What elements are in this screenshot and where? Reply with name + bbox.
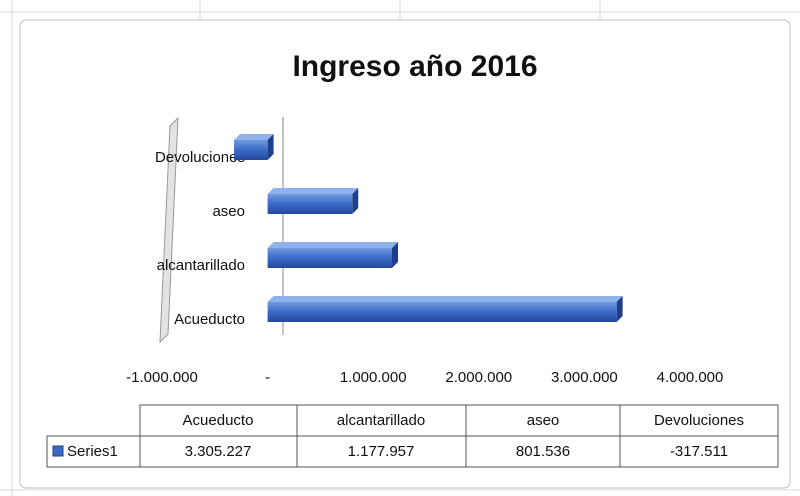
bar-end	[616, 296, 623, 322]
table-value: 3.305.227	[185, 443, 252, 460]
x-tick-label: 4.000.000	[657, 369, 724, 386]
table-header: Acueducto	[183, 412, 254, 429]
table-header: Devoluciones	[654, 412, 744, 429]
data-table	[46, 404, 779, 468]
bar	[267, 302, 617, 322]
table-value: -317.511	[670, 443, 728, 460]
chart-title: Ingreso año 2016	[292, 50, 537, 83]
table-value: 801.536	[516, 443, 570, 460]
legend-label: Series1	[67, 443, 118, 460]
x-tick-label: -	[265, 369, 270, 386]
bar-top	[267, 242, 398, 248]
y-tick-label: Devoluciones	[155, 149, 245, 166]
bar	[267, 248, 392, 268]
x-tick-label: 2.000.000	[445, 369, 512, 386]
legend-key	[52, 445, 64, 457]
x-tick-label: 3.000.000	[551, 369, 618, 386]
y-tick-label: aseo	[212, 203, 245, 220]
table-header: alcantarillado	[337, 412, 425, 429]
bar-top	[267, 296, 623, 302]
bar-end	[391, 242, 398, 268]
y-tick-label: alcantarillado	[157, 257, 245, 274]
table-header: aseo	[527, 412, 560, 429]
axis-wall	[159, 116, 179, 344]
bar-end	[352, 188, 359, 214]
bar-top	[234, 134, 274, 140]
table-value: 1.177.957	[348, 443, 415, 460]
bar	[267, 194, 353, 214]
bar	[234, 140, 268, 160]
x-tick-label: -1.000.000	[126, 369, 198, 386]
y-tick-label: Acueducto	[174, 311, 245, 328]
bar-top	[267, 188, 359, 194]
x-tick-label: 1.000.000	[340, 369, 407, 386]
chart-area	[19, 19, 791, 489]
bar-end	[267, 134, 274, 160]
